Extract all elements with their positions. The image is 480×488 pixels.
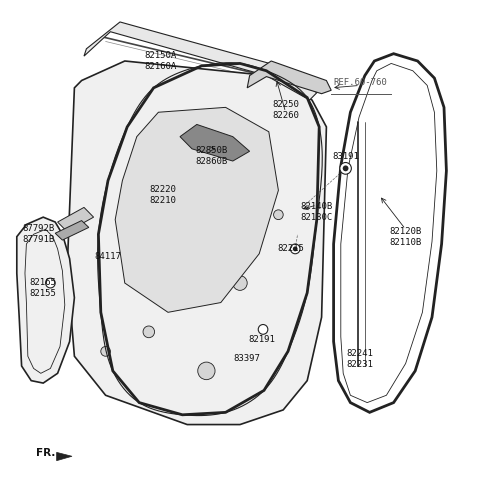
Circle shape	[162, 243, 183, 264]
Circle shape	[46, 278, 55, 288]
Circle shape	[343, 165, 348, 171]
Text: REF.60-760: REF.60-760	[333, 79, 387, 87]
Text: 82150A
82160A: 82150A 82160A	[144, 51, 177, 71]
Polygon shape	[55, 221, 89, 240]
Polygon shape	[17, 217, 74, 383]
Text: 84117: 84117	[95, 252, 121, 261]
Circle shape	[146, 276, 161, 290]
Text: 83191: 83191	[332, 152, 359, 161]
Circle shape	[199, 207, 223, 232]
Text: 82850B
82860B: 82850B 82860B	[195, 146, 228, 166]
Circle shape	[198, 362, 215, 380]
Text: 82215: 82215	[277, 244, 304, 253]
Circle shape	[290, 244, 300, 254]
Circle shape	[143, 326, 155, 338]
Polygon shape	[115, 107, 278, 312]
Text: 82191: 82191	[248, 335, 275, 344]
Text: 87792B
87791B: 87792B 87791B	[22, 224, 55, 244]
Circle shape	[293, 246, 298, 251]
Circle shape	[233, 276, 247, 290]
Text: 82250
82260: 82250 82260	[272, 100, 299, 120]
Polygon shape	[58, 207, 94, 232]
Text: 83397: 83397	[234, 354, 261, 363]
Circle shape	[274, 210, 283, 220]
Text: FR.: FR.	[36, 448, 55, 458]
Polygon shape	[84, 22, 317, 100]
Text: 82220
82210: 82220 82210	[150, 185, 177, 205]
Polygon shape	[247, 61, 331, 94]
Text: 82165
82155: 82165 82155	[30, 278, 57, 298]
Text: 82120B
82110B: 82120B 82110B	[389, 226, 422, 247]
Text: 82241
82231: 82241 82231	[347, 348, 373, 369]
Polygon shape	[67, 61, 326, 425]
Text: 82140B
82130C: 82140B 82130C	[300, 202, 333, 223]
Polygon shape	[180, 124, 250, 161]
Circle shape	[340, 163, 351, 174]
Circle shape	[258, 325, 268, 334]
Polygon shape	[57, 452, 72, 461]
Circle shape	[101, 346, 110, 356]
